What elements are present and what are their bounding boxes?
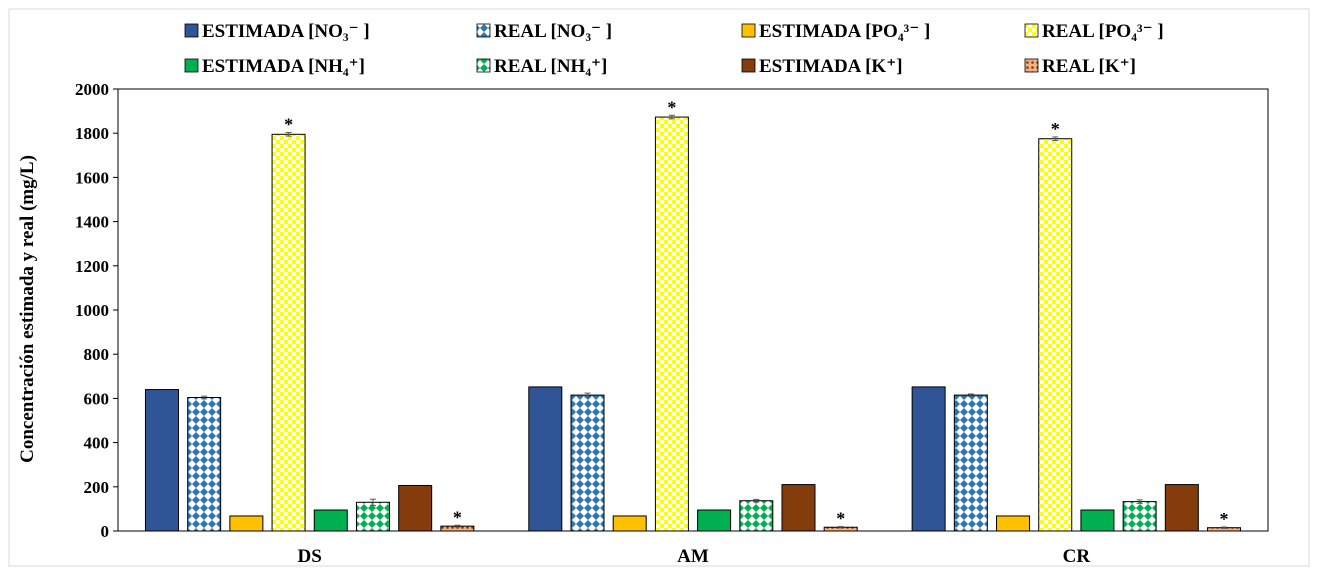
significance-star: * (1051, 119, 1060, 139)
bar (996, 515, 1031, 532)
y-axis-title: Concentración estimada y real (mg/L) (17, 155, 38, 463)
y-tick-label: 1400 (75, 213, 109, 232)
legend-swatch (476, 23, 491, 38)
bar (229, 515, 264, 532)
significance-star: * (667, 97, 676, 117)
y-tick-label: 200 (84, 478, 110, 497)
y-tick-label: 1000 (75, 301, 109, 320)
bar (697, 509, 732, 532)
bar (570, 394, 605, 532)
bar (187, 397, 222, 532)
x-category-label: CR (1063, 546, 1091, 567)
legend-entry: ESTIMADA [NO₃⁻ ] (202, 21, 370, 42)
legend-swatch (741, 23, 756, 38)
y-tick-label: 1600 (75, 168, 109, 187)
y-tick-label: 400 (84, 434, 110, 453)
bar (1080, 509, 1115, 532)
bar (1164, 484, 1199, 532)
bar (911, 386, 946, 532)
y-tick-label: 800 (84, 345, 110, 364)
x-category-label: AM (677, 546, 709, 567)
significance-star: * (1220, 509, 1229, 529)
significance-star: * (284, 115, 293, 135)
legend-entry: ESTIMADA [PO₄³⁻ ] (759, 21, 930, 42)
legend-swatch (184, 23, 199, 38)
bar (1122, 501, 1157, 532)
legend-entry: ESTIMADA [NH₄⁺] (202, 56, 365, 77)
legend-swatch (741, 58, 756, 73)
bar (271, 133, 306, 532)
bar (1038, 138, 1073, 532)
bar (144, 389, 179, 532)
y-tick-label: 0 (101, 522, 110, 541)
chart-frame (8, 8, 1310, 567)
bar (313, 509, 348, 532)
legend-entry: ESTIMADA [K⁺] (759, 56, 903, 77)
legend-swatch (184, 58, 199, 73)
legend-entry: REAL [K⁺] (1042, 56, 1136, 77)
legend: ESTIMADA [NO₃⁻ ] REAL [NO₃⁻ ] ESTIMADA [PO… (184, 21, 1164, 77)
bar (654, 116, 689, 532)
y-tick-label: 600 (84, 389, 110, 408)
legend-entry: REAL [PO₄³⁻ ] (1042, 21, 1164, 42)
x-category-label: DS (298, 546, 322, 567)
bar (781, 484, 816, 532)
legend-swatch (1024, 23, 1039, 38)
legend-swatch (1024, 58, 1039, 73)
legend-entry: REAL [NH₄⁺] (494, 56, 607, 77)
y-tick-label: 1800 (75, 124, 109, 143)
bar (739, 500, 774, 532)
significance-star: * (453, 507, 462, 527)
plot-area: 0 200 400 600 800 1000 1200 1400 1600 1800 2000 DS *… (75, 80, 1269, 567)
y-tick-label: 1200 (75, 257, 109, 276)
legend-swatch (476, 58, 491, 73)
bar (953, 394, 988, 532)
significance-star: * (836, 509, 845, 529)
y-tick-label: 2000 (75, 80, 109, 99)
legend-entry: REAL [NO₃⁻ ] (494, 21, 612, 42)
bar (398, 484, 433, 532)
bar (355, 501, 390, 532)
bar (612, 515, 647, 532)
bar (528, 386, 563, 532)
